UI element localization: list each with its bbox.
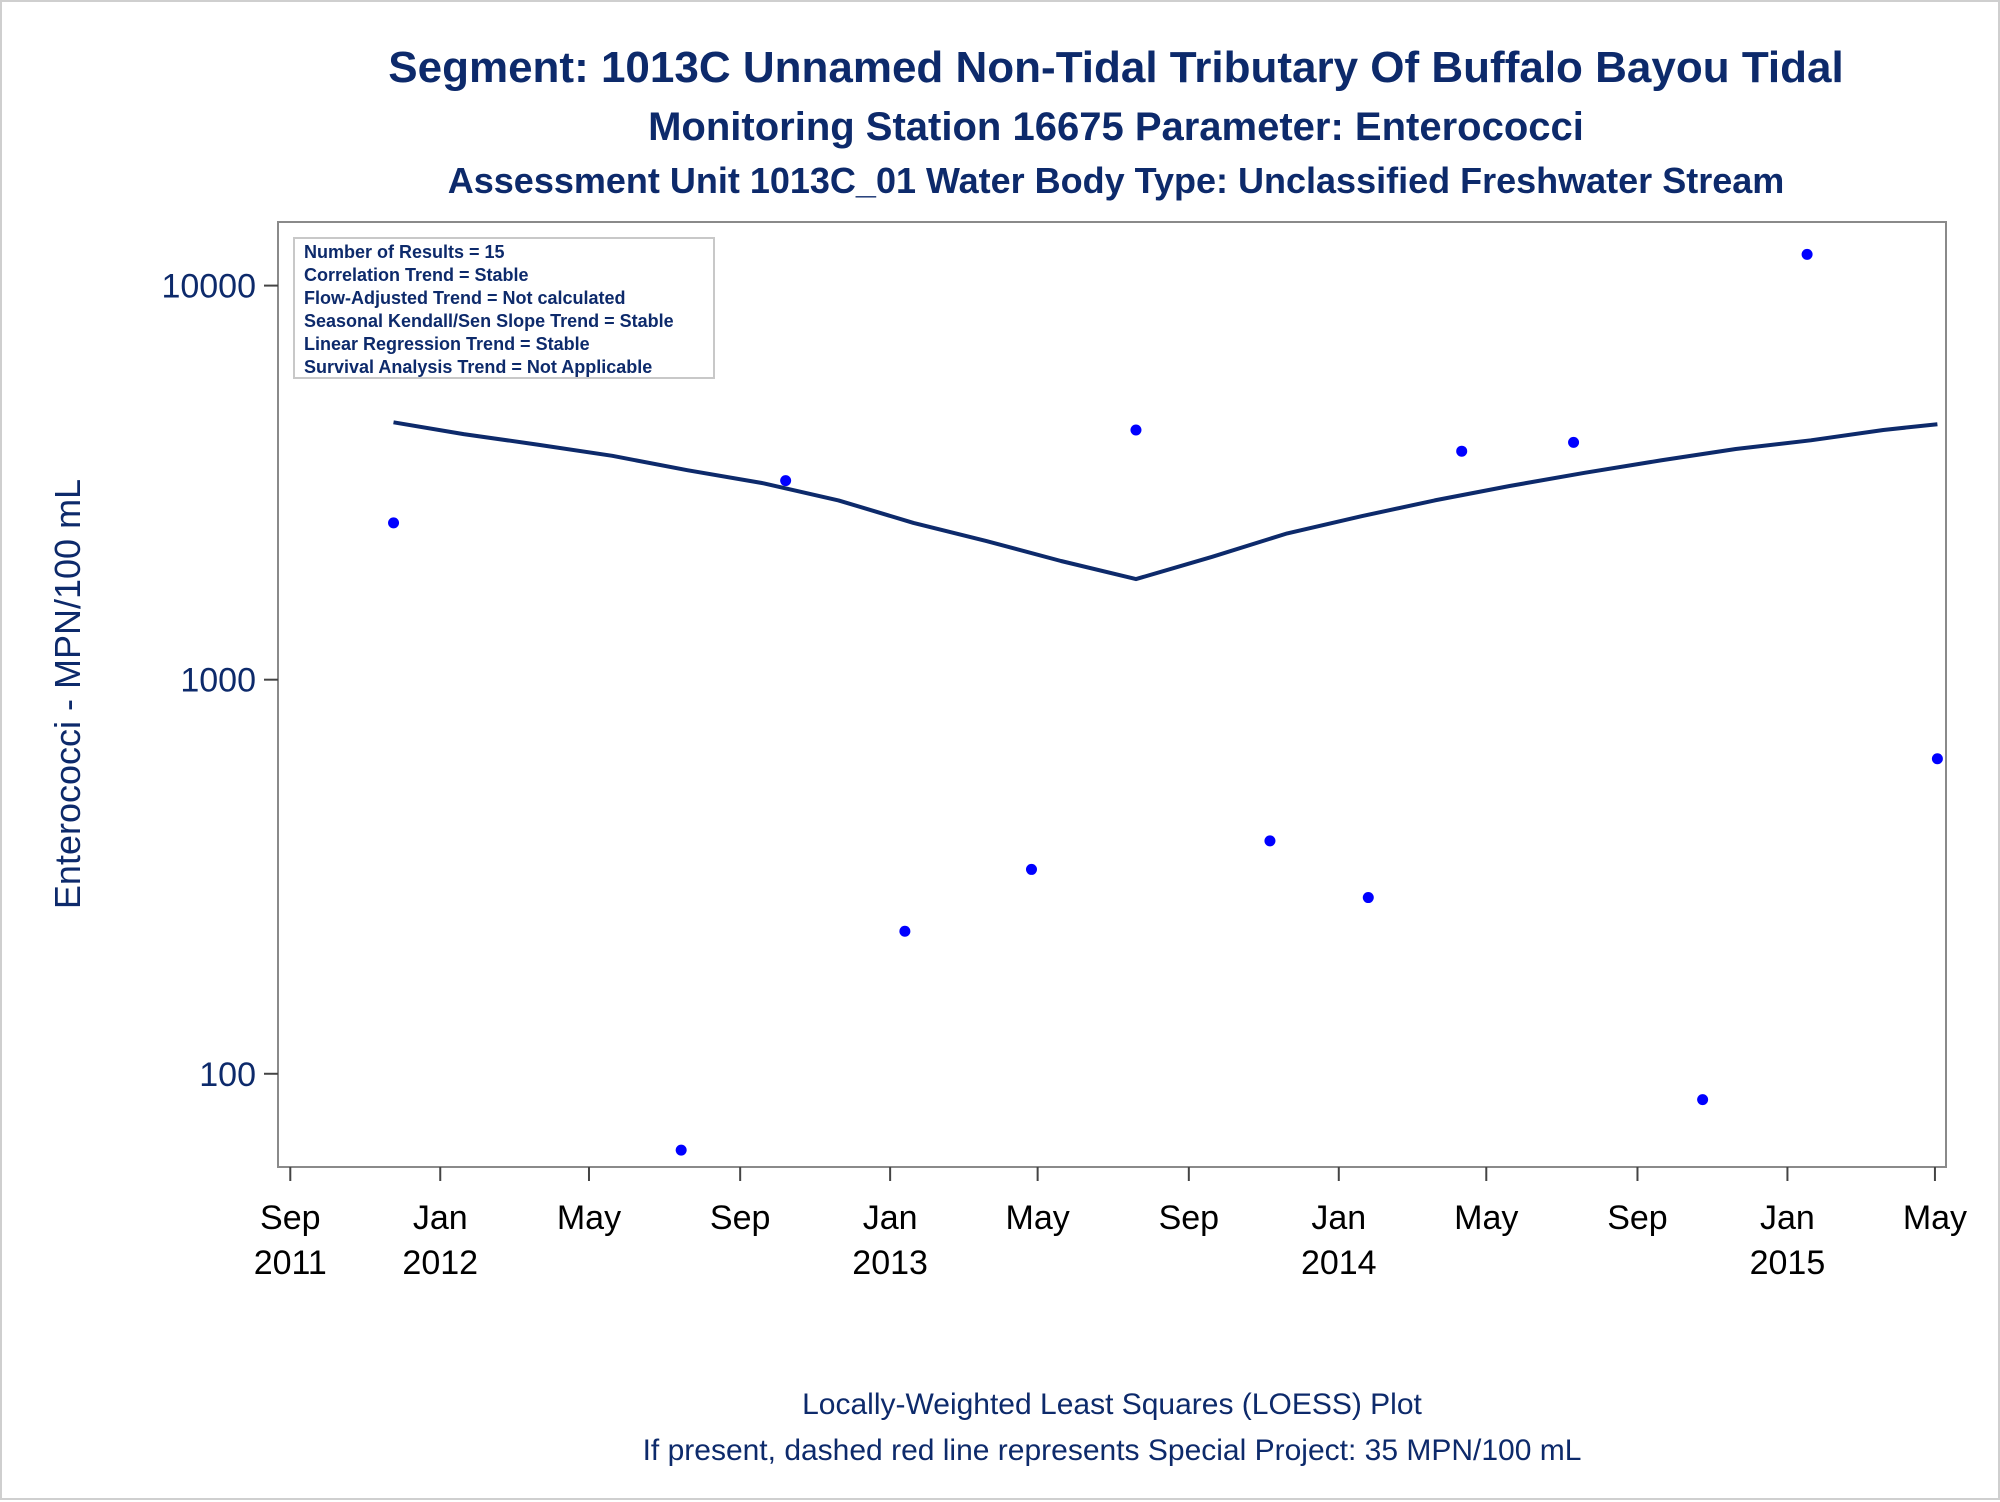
x-tick-year-label: 2013 bbox=[852, 1244, 928, 1282]
data-point bbox=[780, 475, 792, 487]
x-tick-month-label: Jan bbox=[1311, 1199, 1366, 1237]
x-tick-month-label: May bbox=[557, 1199, 621, 1237]
stats-line-count: Number of Results = 15 bbox=[304, 242, 505, 262]
x-tick-month-label: May bbox=[1454, 1199, 1518, 1237]
stats-line-seasonal-kendall: Seasonal Kendall/Sen Slope Trend = Stabl… bbox=[304, 311, 674, 331]
stats-box-border bbox=[293, 237, 715, 379]
x-tick-month-label: Sep bbox=[1607, 1199, 1668, 1237]
x-tick-month-label: May bbox=[1903, 1199, 1967, 1237]
data-point bbox=[1025, 863, 1037, 875]
data-point bbox=[1130, 424, 1142, 436]
data-point bbox=[675, 1144, 687, 1156]
y-tick-label: 100 bbox=[199, 1056, 256, 1094]
footer-line-1: Locally-Weighted Least Squares (LOESS) P… bbox=[802, 1388, 1422, 1421]
stats-line-correlation: Correlation Trend = Stable bbox=[304, 265, 529, 285]
stats-box: Number of Results = 15 Correlation Trend… bbox=[293, 237, 715, 379]
data-point bbox=[388, 517, 400, 529]
loess-trend-line bbox=[393, 420, 1938, 582]
stats-line-survival: Survival Analysis Trend = Not Applicable bbox=[304, 357, 652, 377]
data-point bbox=[1801, 248, 1813, 260]
data-point bbox=[1362, 892, 1374, 904]
x-tick-year-label: 2014 bbox=[1301, 1244, 1377, 1282]
y-axis-label: Enterococci - MPN/100 mL bbox=[47, 479, 88, 909]
chart-subtitle-2: Assessment Unit 1013C_01 Water Body Type… bbox=[448, 160, 1785, 201]
data-point bbox=[1931, 753, 1943, 765]
x-tick-month-label: Jan bbox=[863, 1199, 918, 1237]
x-tick-month-label: Sep bbox=[1159, 1199, 1220, 1237]
chart-title: Segment: 1013C Unnamed Non-Tidal Tributa… bbox=[388, 43, 1843, 92]
y-tick-label: 1000 bbox=[180, 662, 256, 700]
x-axis: Sep 2011 Jan 2012 May Sep Jan 2013 May Sep Jan 2014… bbox=[254, 1167, 1967, 1282]
data-point bbox=[1568, 436, 1580, 448]
data-point bbox=[1264, 835, 1276, 847]
x-tick-year-label: 2015 bbox=[1750, 1244, 1826, 1282]
x-tick-month-label: Jan bbox=[1760, 1199, 1815, 1237]
x-tick-year-label: 2012 bbox=[402, 1244, 478, 1282]
chart-subtitle: Monitoring Station 16675 Parameter: Ente… bbox=[648, 105, 1584, 149]
y-axis: 100 1000 10000 bbox=[161, 268, 278, 1094]
stats-line-flow-adjusted: Flow-Adjusted Trend = Not calculated bbox=[304, 288, 626, 308]
x-tick-month-label: May bbox=[1006, 1199, 1070, 1237]
data-point bbox=[1697, 1094, 1709, 1106]
data-point bbox=[1456, 445, 1468, 457]
x-tick-month-label: Jan bbox=[413, 1199, 468, 1237]
x-tick-year-label: 2011 bbox=[254, 1244, 327, 1282]
y-tick-label: 10000 bbox=[161, 268, 256, 306]
stats-line-linear-regression: Linear Regression Trend = Stable bbox=[304, 334, 590, 354]
data-point bbox=[899, 925, 911, 937]
footer-line-2: If present, dashed red line represents S… bbox=[643, 1434, 1582, 1467]
x-tick-month-label: Sep bbox=[710, 1199, 771, 1237]
x-tick-month-label: Sep bbox=[260, 1199, 321, 1237]
plot-area bbox=[277, 221, 1947, 1168]
